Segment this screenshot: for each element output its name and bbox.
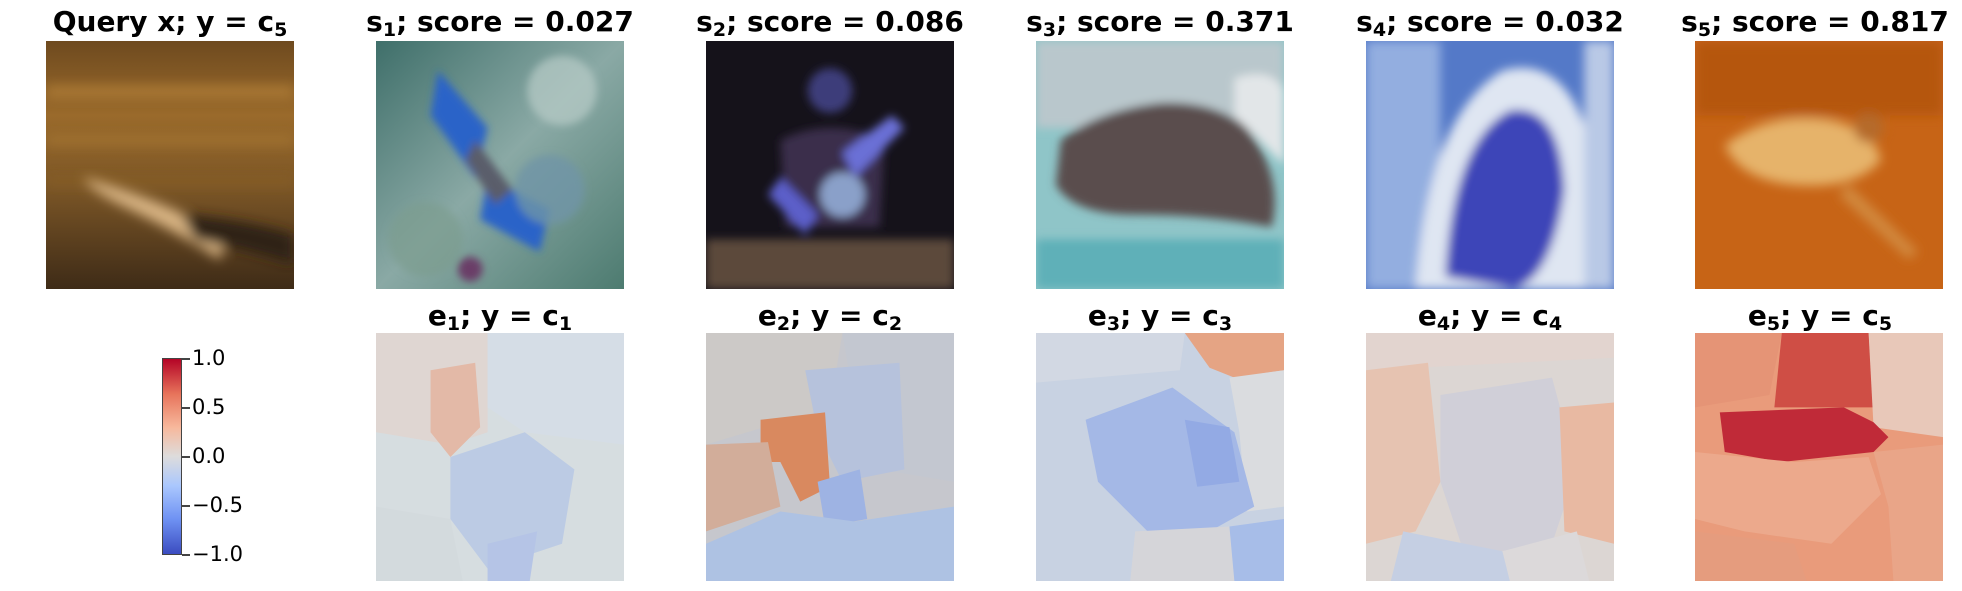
sample-2-image xyxy=(706,41,954,289)
explanation-1-class-index: 1 xyxy=(558,313,573,335)
sample-1-image xyxy=(376,41,624,289)
colorbar-tick-label-max: 1.0 xyxy=(192,346,226,370)
explanation-1-title: e1; y = c1 xyxy=(335,299,665,335)
explanation-5-class-index: 5 xyxy=(1878,313,1893,335)
explanation-5-heatmap xyxy=(1695,333,1943,581)
explanation-3-index: 3 xyxy=(1106,313,1121,335)
query-title-class-symbol: c xyxy=(257,5,275,38)
colorbar-tick xyxy=(182,554,190,556)
sample-4-index: 4 xyxy=(1372,19,1387,41)
sample-1-index: 1 xyxy=(382,19,397,41)
explanation-5-class-symbol: c xyxy=(1862,299,1879,332)
explanation-5-mid: ; y = xyxy=(1780,299,1863,332)
sample-3-image xyxy=(1036,41,1284,289)
sample-2-index: 2 xyxy=(712,19,727,41)
explanation-5-title: e5; y = c5 xyxy=(1655,299,1962,335)
explanation-5-symbol: e xyxy=(1747,299,1767,332)
explanation-4-title: e4; y = c4 xyxy=(1325,299,1655,335)
sample-4-symbol: s xyxy=(1356,5,1373,38)
explanation-2-class-index: 2 xyxy=(888,313,903,335)
sample-5-score: ; score = 0.817 xyxy=(1711,5,1949,38)
colorbar-tick xyxy=(182,358,190,360)
explanation-2-class-symbol: c xyxy=(872,299,889,332)
sample-3-index: 3 xyxy=(1042,19,1057,41)
sample-4-score: ; score = 0.032 xyxy=(1386,5,1624,38)
explanation-2-index: 2 xyxy=(776,313,791,335)
explanation-1-class-symbol: c xyxy=(542,299,559,332)
sample-2-symbol: s xyxy=(696,5,713,38)
query-title-label: Query x; y = xyxy=(52,5,258,38)
colorbar-tick-label-zero: 0.0 xyxy=(192,444,226,468)
explanation-2-symbol: e xyxy=(757,299,777,332)
explanation-3-mid: ; y = xyxy=(1120,299,1203,332)
colorbar-tick-label-half: 0.5 xyxy=(192,395,226,419)
explanation-3-class-symbol: c xyxy=(1202,299,1219,332)
sample-1-symbol: s xyxy=(366,5,383,38)
query-image xyxy=(46,41,294,289)
colorbar xyxy=(162,358,182,555)
explanation-3-symbol: e xyxy=(1087,299,1107,332)
query-title: Query x; y = c5 xyxy=(5,5,335,41)
explanation-2-title: e2; y = c2 xyxy=(665,299,995,335)
explanation-4-mid: ; y = xyxy=(1450,299,1533,332)
explanation-1-heatmap xyxy=(376,333,624,581)
sample-4-image xyxy=(1366,41,1614,289)
explanation-1-symbol: e xyxy=(427,299,447,332)
sample-3-title: s3; score = 0.371 xyxy=(995,5,1325,41)
explanation-3-title: e3; y = c3 xyxy=(995,299,1325,335)
query-title-class-index: 5 xyxy=(274,19,288,41)
sample-2-score: ; score = 0.086 xyxy=(726,5,964,38)
explanation-2-heatmap xyxy=(706,333,954,581)
explanation-3-class-index: 3 xyxy=(1218,313,1233,335)
sample-1-score: ; score = 0.027 xyxy=(396,5,634,38)
sample-5-index: 5 xyxy=(1697,19,1712,41)
explanation-4-class-index: 4 xyxy=(1548,313,1563,335)
colorbar-tick xyxy=(182,456,190,458)
sample-4-title: s4; score = 0.032 xyxy=(1325,5,1655,41)
sample-3-symbol: s xyxy=(1026,5,1043,38)
explanation-2-mid: ; y = xyxy=(790,299,873,332)
explanation-5-index: 5 xyxy=(1766,313,1781,335)
sample-1-title: s1; score = 0.027 xyxy=(335,5,665,41)
colorbar-tick xyxy=(182,505,190,507)
explanation-4-heatmap xyxy=(1366,333,1614,581)
colorbar-tick-label-min: −1.0 xyxy=(192,542,243,566)
colorbar-tick xyxy=(182,407,190,409)
sample-5-symbol: s xyxy=(1681,5,1698,38)
explanation-4-class-symbol: c xyxy=(1532,299,1549,332)
sample-3-score: ; score = 0.371 xyxy=(1056,5,1294,38)
explanation-4-index: 4 xyxy=(1436,313,1451,335)
explanation-4-symbol: e xyxy=(1417,299,1437,332)
colorbar-tick-label-neg-half: −0.5 xyxy=(192,493,243,517)
sample-2-title: s2; score = 0.086 xyxy=(665,5,995,41)
explanation-3-heatmap xyxy=(1036,333,1284,581)
explanation-1-mid: ; y = xyxy=(460,299,543,332)
sample-5-image xyxy=(1695,41,1943,289)
sample-5-title: s5; score = 0.817 xyxy=(1650,5,1962,41)
explanation-1-index: 1 xyxy=(446,313,461,335)
